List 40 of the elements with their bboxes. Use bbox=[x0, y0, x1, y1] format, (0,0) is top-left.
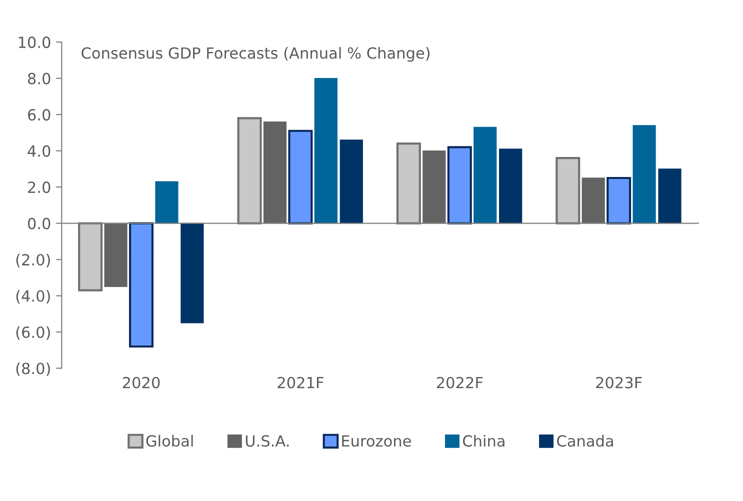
x-tick-label: 2021F bbox=[278, 376, 324, 388]
bar bbox=[632, 125, 656, 224]
bar bbox=[606, 176, 632, 224]
x-tick-label: 2022F bbox=[436, 376, 483, 388]
bar bbox=[556, 157, 580, 224]
y-tick-label: 0.0 bbox=[28, 218, 50, 230]
bar bbox=[658, 168, 682, 224]
bar bbox=[155, 181, 178, 224]
y-tick-label: (4.0) bbox=[16, 290, 50, 304]
legend-label: U.S.A. bbox=[246, 435, 289, 447]
y-tick-label: 4.0 bbox=[28, 145, 50, 157]
bar bbox=[288, 130, 313, 224]
x-tick-label: 2023F bbox=[596, 376, 642, 388]
legend-label: Eurozone bbox=[342, 435, 411, 447]
x-tick-label: 2020 bbox=[122, 376, 160, 388]
y-tick-label: (6.0) bbox=[16, 326, 50, 340]
chart-title: Consensus GDP Forecasts (Annual % Change) bbox=[82, 46, 430, 62]
y-tick-label: (8.0) bbox=[16, 362, 50, 376]
y-tick-label: 10.0 bbox=[18, 36, 50, 48]
bar bbox=[499, 148, 522, 224]
bar bbox=[78, 222, 103, 292]
bar bbox=[129, 222, 154, 348]
bar bbox=[263, 121, 287, 224]
y-tick-label: 8.0 bbox=[28, 72, 50, 84]
legend-label: China bbox=[463, 434, 504, 447]
legend-label: Canada bbox=[557, 434, 613, 447]
y-tick-label: 2.0 bbox=[28, 182, 50, 194]
bar bbox=[396, 142, 421, 224]
bar bbox=[422, 150, 446, 224]
bar bbox=[237, 117, 262, 224]
bar bbox=[340, 140, 363, 224]
bar bbox=[314, 78, 338, 224]
bar bbox=[582, 178, 605, 224]
bar bbox=[104, 222, 128, 288]
bar bbox=[474, 126, 497, 224]
bar bbox=[447, 146, 472, 224]
legend-label: Global bbox=[146, 434, 193, 447]
y-tick-label: (2.0) bbox=[16, 254, 50, 268]
y-tick-label: 6.0 bbox=[28, 109, 50, 121]
bar bbox=[180, 222, 204, 324]
